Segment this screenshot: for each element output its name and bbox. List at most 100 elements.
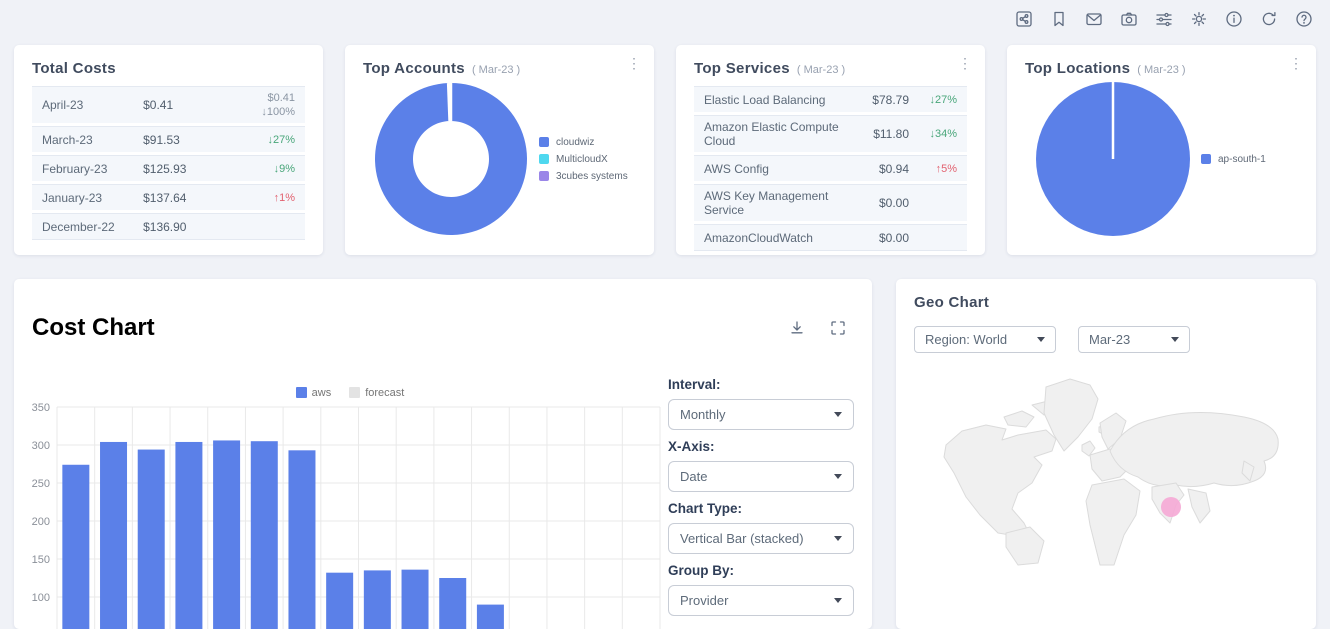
total-costs-table: April-23 $0.41 $0.41 ↓100% March-23 $91.53 ↓27… <box>32 86 305 240</box>
legend-swatch <box>539 137 549 147</box>
top-accounts-donut-chart <box>375 82 527 235</box>
cost-bar-chart: 350 300 250 200 150 100 <box>32 402 661 629</box>
row-change: ↓27% <box>267 133 295 146</box>
bar <box>250 441 278 629</box>
camera-icon[interactable] <box>1119 9 1139 29</box>
table-row: December-22 $136.90 <box>32 213 305 240</box>
month-value: Mar-23 <box>1089 332 1131 347</box>
legend-label: 3cubes systems <box>556 170 628 182</box>
refresh-icon[interactable] <box>1259 9 1279 29</box>
row-value: $136.90 <box>143 219 187 234</box>
x-axis-select[interactable]: Date <box>668 460 854 492</box>
fullscreen-icon[interactable] <box>828 318 848 338</box>
row-label: Elastic Load Balancing <box>704 92 826 107</box>
top-locations-pie-chart <box>1036 82 1190 236</box>
kebab-menu-icon[interactable]: ⋮ <box>1289 55 1303 71</box>
row-value: $0.41 <box>143 98 174 112</box>
table-row: AWS Key Management Service $0.00 <box>694 184 967 221</box>
row-label: AmazonCloudWatch <box>704 230 813 245</box>
row-change: $0.41 ↓100% <box>261 92 295 118</box>
card-title: Top Locations <box>1025 60 1131 77</box>
kebab-menu-icon[interactable]: ⋮ <box>958 55 972 71</box>
map-greenland <box>1043 378 1099 452</box>
charts-row: Cost Chart aws fore <box>14 279 1316 629</box>
bar <box>401 569 429 629</box>
map-uk <box>1081 440 1096 457</box>
group-by-label: Group By: <box>668 562 734 578</box>
month-select[interactable]: Mar-23 <box>1078 326 1190 353</box>
card-title: Top Services <box>694 60 790 77</box>
table-row: Elastic Load Balancing $78.79 ↓27% <box>694 86 967 112</box>
group-by-select[interactable]: Provider <box>668 584 854 616</box>
row-change: ↑1% <box>273 191 295 204</box>
table-row: AWS Config $0.94 ↑5% <box>694 155 967 181</box>
toolbar <box>1014 9 1314 29</box>
legend-item: cloudwiz <box>539 137 636 148</box>
bar <box>137 449 165 629</box>
mail-icon[interactable] <box>1084 9 1104 29</box>
row-change: ↓9% <box>273 162 295 175</box>
download-icon[interactable] <box>787 318 807 338</box>
legend-item: 3cubes systems <box>539 171 636 182</box>
row-label: AWS Key Management Service <box>704 189 829 217</box>
chevron-down-icon <box>1037 337 1045 342</box>
row-label: Amazon Elastic Compute Cloud <box>704 120 839 148</box>
legend-item: MulticloudX <box>539 154 636 165</box>
legend-label: aws <box>311 386 332 399</box>
row-value: $11.80 <box>873 127 909 141</box>
row-value: $125.93 <box>143 161 187 176</box>
top-accounts-card: Top Accounts ( Mar-23 ) ⋮ cloudwiz Multi… <box>345 45 654 255</box>
table-row: February-23 $125.93 ↓9% <box>32 155 305 181</box>
row-change: ↑5% <box>935 162 957 175</box>
cost-chart-legend: aws forecast <box>32 387 668 399</box>
svg-text:300: 300 <box>32 440 50 452</box>
card-title: Top Accounts <box>363 60 465 77</box>
legend-item: aws <box>295 386 332 399</box>
svg-text:200: 200 <box>32 516 50 528</box>
bar <box>439 577 467 629</box>
bookmark-icon[interactable] <box>1049 9 1069 29</box>
top-services-table: Elastic Load Balancing $78.79 ↓27% Amazon E… <box>694 86 967 251</box>
top-locations-card: Top Locations ( Mar-23 ) ⋮ ap-south-1 <box>1007 45 1316 255</box>
total-costs-card: Total Costs April-23 $0.41 $0.41 ↓100% March… <box>14 45 323 255</box>
chart-type-select[interactable]: Vertical Bar (stacked) <box>668 522 854 554</box>
top-locations-legend: ap-south-1 <box>1201 148 1298 171</box>
chart-type-value: Vertical Bar (stacked) <box>680 530 804 546</box>
row-label: April-23 <box>42 98 84 112</box>
export-icon[interactable] <box>1014 9 1034 29</box>
bar <box>213 440 241 629</box>
card-title: Cost Chart <box>32 313 155 341</box>
card-title: Total Costs <box>32 60 116 77</box>
help-icon[interactable] <box>1294 9 1314 29</box>
interval-select[interactable]: Monthly <box>668 398 854 430</box>
table-row: April-23 $0.41 $0.41 ↓100% <box>32 86 305 123</box>
sliders-icon[interactable] <box>1154 9 1174 29</box>
top-accounts-legend: cloudwiz MulticloudX 3cubes systems <box>539 131 636 188</box>
kebab-menu-icon[interactable]: ⋮ <box>627 55 641 71</box>
interval-label: Interval: <box>668 376 721 392</box>
row-value: $0.00 <box>878 230 909 245</box>
settings-icon[interactable] <box>1189 9 1209 29</box>
legend-swatch <box>1201 154 1211 164</box>
card-period: ( Mar-23 ) <box>796 64 846 76</box>
row-label: December-22 <box>42 219 115 234</box>
info-icon[interactable] <box>1224 9 1244 29</box>
geo-chart-card: Geo Chart Region: World Mar-23 <box>896 279 1316 629</box>
card-title: Geo Chart <box>914 294 990 311</box>
legend-swatch <box>295 387 307 399</box>
row-value: $0.00 <box>878 196 909 210</box>
card-period: ( Mar-23 ) <box>1137 64 1186 76</box>
cost-chart-controls: Interval: Monthly X-Axis: Date Chart Typ… <box>668 362 854 629</box>
interval-value: Monthly <box>680 406 726 422</box>
table-row: AmazonCloudWatch $0.00 <box>694 224 967 251</box>
row-value: $0.94 <box>878 161 909 176</box>
legend-item: ap-south-1 <box>1201 154 1298 165</box>
legend-item: forecast <box>349 387 404 399</box>
row-label: March-23 <box>42 132 93 147</box>
chevron-down-icon <box>834 535 842 541</box>
region-select[interactable]: Region: World <box>914 326 1056 353</box>
geo-marker[interactable] <box>1161 497 1181 517</box>
cost-chart-card: Cost Chart aws fore <box>14 279 872 629</box>
chevron-down-icon <box>834 597 842 603</box>
map-north-america <box>943 424 1057 538</box>
